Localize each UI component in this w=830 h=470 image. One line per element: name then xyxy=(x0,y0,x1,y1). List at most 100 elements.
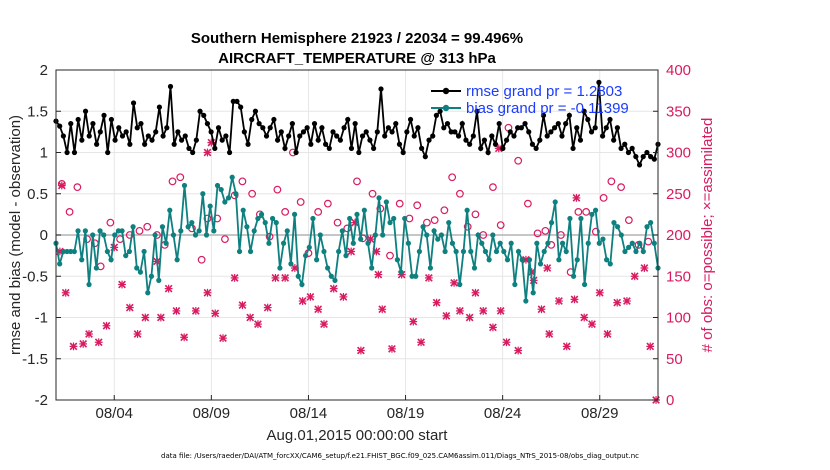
rmse-point xyxy=(315,137,321,143)
obs-possible-point xyxy=(248,189,257,198)
bias-point xyxy=(493,248,500,255)
rmse-point xyxy=(101,112,107,118)
obs-possible-point xyxy=(413,201,422,210)
rmse-point xyxy=(171,141,177,147)
rmse-point xyxy=(574,125,580,131)
bias-point xyxy=(420,224,426,230)
obs-possible-point xyxy=(296,198,305,206)
obs-possible-point xyxy=(617,183,626,192)
bias-point xyxy=(457,281,463,288)
rmse-point xyxy=(274,137,281,143)
bias-point xyxy=(174,257,180,263)
obs-assimilated-point xyxy=(613,298,622,307)
bias-point xyxy=(372,232,378,238)
obs-assimilated-point xyxy=(306,292,315,301)
rmse-point xyxy=(134,125,140,131)
bias-point xyxy=(431,228,437,234)
rmse-point xyxy=(371,145,377,151)
rmse-point xyxy=(566,112,572,118)
bias-point xyxy=(317,232,323,238)
obs-assimilated-point xyxy=(471,288,480,297)
obs-assimilated-point xyxy=(211,309,220,318)
rmse-point xyxy=(382,133,388,139)
obs-possible-point xyxy=(607,177,616,186)
x-tick-label: 08/04 xyxy=(95,405,133,422)
obs-assimilated-point xyxy=(191,307,200,315)
bias-point xyxy=(75,228,81,234)
bias-point xyxy=(310,215,316,222)
bias-point xyxy=(559,240,566,246)
obs-assimilated-point xyxy=(456,307,464,315)
bias-point xyxy=(277,265,283,271)
obs-assimilated-point xyxy=(110,243,119,252)
y-right-tick-label: 0 xyxy=(666,392,674,409)
obs-possible-point xyxy=(213,214,222,223)
bias-point xyxy=(332,277,338,283)
rmse-point xyxy=(164,125,170,131)
obs-possible-point xyxy=(323,199,332,208)
rmse-point xyxy=(323,141,329,147)
bias-point xyxy=(626,244,632,250)
rmse-point xyxy=(518,125,524,131)
rmse-point xyxy=(68,121,74,127)
obs-possible-point xyxy=(440,206,449,215)
rmse-point xyxy=(526,129,532,135)
rmse-point xyxy=(263,133,270,139)
rmse-point xyxy=(600,133,606,139)
bias-point xyxy=(295,273,301,279)
obs-assimilated-point xyxy=(417,338,425,347)
rmse-point xyxy=(267,125,273,131)
rmse-point xyxy=(522,121,528,127)
bias-point xyxy=(409,273,415,279)
obs-assimilated-point xyxy=(164,284,173,293)
bias-point xyxy=(225,195,232,201)
rmse-point xyxy=(282,145,288,151)
bias-point xyxy=(328,273,334,279)
bias-point xyxy=(541,248,547,255)
x-tick-label: 08/24 xyxy=(484,405,522,422)
rmse-point xyxy=(149,137,155,143)
obs-possible-point xyxy=(281,207,290,216)
bias-point xyxy=(633,248,639,255)
rmse-point xyxy=(123,129,129,135)
bias-point xyxy=(251,228,257,234)
rmse-point xyxy=(204,121,211,127)
rmse-point xyxy=(97,129,103,135)
rmse-point xyxy=(563,121,569,127)
bias-point xyxy=(192,232,199,238)
obs-possible-point xyxy=(582,207,591,216)
rmse-point xyxy=(238,104,244,110)
obs-assimilated-point xyxy=(102,321,111,330)
obs-assimilated-point xyxy=(79,340,88,348)
rmse-point xyxy=(507,129,513,135)
obs-assimilated-point xyxy=(238,301,247,310)
obs-possible-point xyxy=(423,218,431,227)
rmse-point xyxy=(119,133,126,139)
obs-assimilated-point xyxy=(281,274,290,282)
obs-possible-point xyxy=(591,227,600,236)
rmse-point xyxy=(142,141,148,147)
obs-assimilated-point xyxy=(378,305,387,314)
bias-point xyxy=(244,224,250,230)
rmse-point xyxy=(585,116,591,123)
bias-point xyxy=(291,211,298,217)
obs-assimilated-point xyxy=(572,193,581,202)
obs-assimilated-point xyxy=(133,330,142,338)
data-file-footnote: data file: /Users/raeder/DAI/ATM_forcXX/… xyxy=(161,452,639,460)
bias-point xyxy=(101,232,107,238)
obs-possible-point xyxy=(73,183,82,192)
rmse-point xyxy=(559,133,565,139)
bias-point xyxy=(211,228,217,234)
bias-point xyxy=(159,224,166,230)
obs-assimilated-point xyxy=(479,307,488,315)
rmse-point xyxy=(419,145,425,151)
chart-title: Southern Hemisphere 21923 / 22034 = 99.4… xyxy=(191,30,523,47)
rmse-point xyxy=(407,116,414,123)
bias-point xyxy=(167,207,173,213)
obs-assimilated-point xyxy=(180,333,189,342)
rmse-point xyxy=(393,121,399,127)
rmse-point xyxy=(289,121,295,127)
obs-assimilated-point xyxy=(329,284,338,293)
obs-assimilated-point xyxy=(465,313,474,322)
rmse-point xyxy=(448,129,454,135)
